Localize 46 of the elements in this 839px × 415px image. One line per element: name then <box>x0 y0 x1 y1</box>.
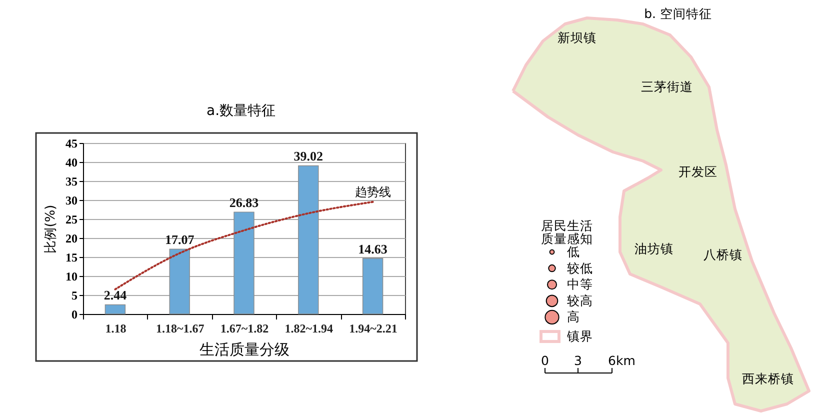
data-label: 39.02 <box>294 148 324 164</box>
x-tick-label: 1.18 <box>105 322 126 336</box>
y-tick-label: 5 <box>72 288 78 302</box>
text: 3 <box>574 353 582 368</box>
y-tick-label: 45 <box>66 136 78 150</box>
category-label: 高 <box>567 309 580 324</box>
y-axis-title: 比例(%) <box>44 204 58 254</box>
text: 西来桥镇 <box>742 371 794 386</box>
chart-title: a.数量特征 <box>206 103 276 119</box>
text: 开发区 <box>678 164 718 179</box>
y-tick-label: 40 <box>66 156 78 170</box>
x-axis-title: 生活质量分级 <box>200 340 290 358</box>
x-tick-label: 1.82~1.94 <box>284 322 334 336</box>
text: 八桥镇 <box>704 247 742 262</box>
x-tick-label: 1.67~1.82 <box>220 322 269 336</box>
y-tick-label: 10 <box>66 270 78 284</box>
category-label: 镇界 <box>566 328 593 344</box>
x-tick-label: 1.94~2.21 <box>349 322 398 336</box>
category-label: 较低 <box>567 260 593 276</box>
data-label: 2.44 <box>104 288 128 303</box>
y-tick-label: 25 <box>66 212 78 226</box>
category-label: 较高 <box>567 292 593 308</box>
x-tick-label: 1.18~1.67 <box>156 322 204 336</box>
data-label: 17.07 <box>164 232 195 248</box>
text: 三茅街道 <box>641 79 693 94</box>
y-tick-label: 20 <box>66 232 78 246</box>
bar <box>362 258 384 314</box>
data-label: 26.83 <box>229 195 260 210</box>
y-tick-label: 15 <box>66 250 78 264</box>
legend-title: 居民生活质量感知 <box>541 218 593 246</box>
y-tick-label: 0 <box>72 308 78 322</box>
y-tick-label: 35 <box>66 174 78 188</box>
bar <box>169 248 190 314</box>
text: 0 <box>541 353 550 368</box>
category-label: 中等 <box>567 276 593 292</box>
bar <box>298 165 319 314</box>
y-tick-label: 30 <box>66 194 78 208</box>
category-label: 低 <box>567 244 580 259</box>
text: 新坝镇 <box>558 30 596 45</box>
data-label: 14.63 <box>358 241 388 256</box>
bar <box>234 212 254 314</box>
bar <box>104 304 126 314</box>
text: 油坊镇 <box>634 241 674 256</box>
text: 6km <box>608 353 636 368</box>
annotation: 趋势线 <box>354 184 391 199</box>
text: b. 空间特征 <box>644 6 712 21</box>
